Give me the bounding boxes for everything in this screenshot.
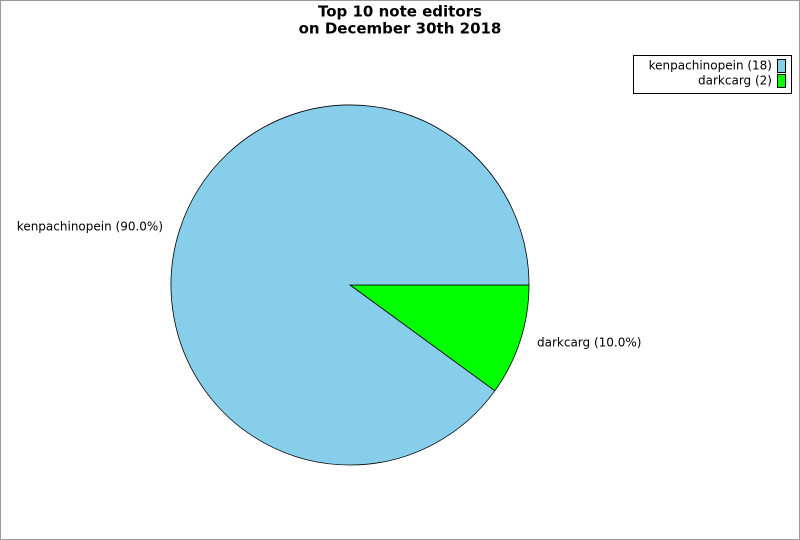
chart-title: Top 10 note editors bbox=[318, 3, 482, 21]
pie-slice bbox=[348, 284, 530, 392]
legend-box bbox=[633, 55, 792, 94]
slice-label: darkcarg (10.0%) bbox=[537, 336, 641, 350]
legend-swatch bbox=[777, 74, 786, 88]
legend-label: kenpachinopein (18) bbox=[649, 59, 772, 73]
pie-slice bbox=[170, 104, 530, 466]
chart-subtitle: on December 30th 2018 bbox=[299, 20, 502, 38]
slice-label: kenpachinopein (90.0%) bbox=[17, 219, 163, 233]
legend-label: darkcarg (2) bbox=[698, 74, 772, 88]
legend-swatch bbox=[777, 59, 786, 73]
